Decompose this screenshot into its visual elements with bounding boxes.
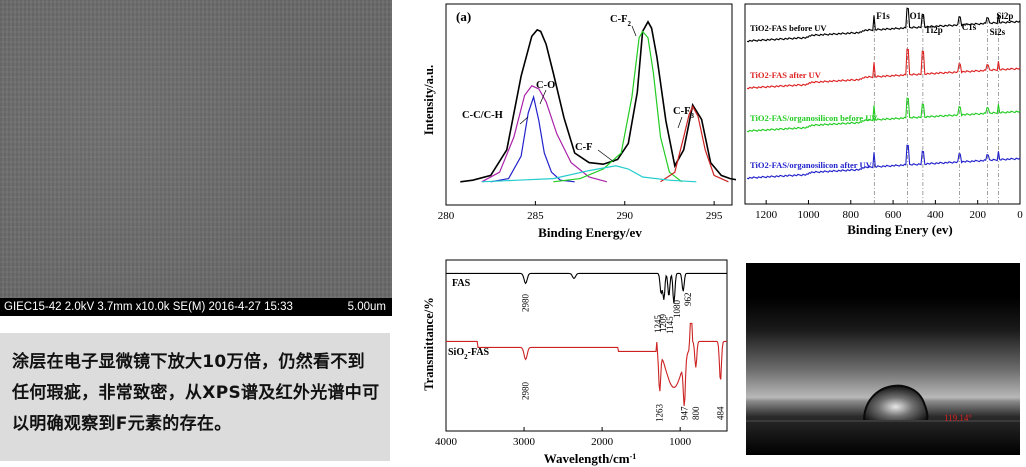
- series-group: [460, 20, 736, 183]
- peak-label: F1s: [876, 11, 890, 21]
- sem-info-text: GIEC15-42 2.0kV 3.7mm x10.0k SE(M) 2016-…: [4, 301, 293, 313]
- x-axis-label: Binding Enery (ev): [847, 222, 952, 237]
- water-droplet: [862, 384, 929, 422]
- x-ticks: 4000 3000 2000 1000: [435, 427, 692, 448]
- sem-scale-label: 5.00um: [347, 301, 386, 313]
- annotation-cc: C-C/C-H: [462, 110, 503, 121]
- x-axis-label: Wavelength/cm-1: [544, 451, 637, 466]
- peak-label: O1s: [910, 11, 926, 21]
- series-line: [446, 272, 727, 304]
- x-tick-label: 285: [527, 210, 544, 222]
- peak-label: 1080: [672, 300, 682, 319]
- peak-label: Ti2p: [925, 25, 943, 35]
- x-tick-label: 600: [885, 209, 902, 221]
- peak-label: 1209: [658, 314, 668, 333]
- annotation-leader: [597, 149, 615, 163]
- annotation-cf: C-F: [575, 142, 593, 153]
- y-axis-label: Intensity/a.u.: [422, 65, 436, 135]
- series-line: [481, 85, 608, 183]
- annotation-leader: [677, 116, 683, 129]
- x-tick-label: 400: [927, 209, 944, 221]
- droplet-image: 119.14°: [746, 384, 1020, 423]
- series-group: TiO2-FAS before UV TiO2-FAS after UV TiO2-…: [746, 7, 1021, 180]
- x-tick-label: 800: [843, 209, 860, 221]
- caption-text: 涂层在电子显微镜下放大10万倍，仍然看不到任何瑕疵，非常致密，从XPS谱及红外光…: [12, 352, 380, 434]
- sem-image: GIEC15-42 2.0kV 3.7mm x10.0k SE(M) 2016-…: [0, 0, 392, 316]
- contact-angle-value: 119.14°: [944, 413, 972, 423]
- peak-label: 1263: [655, 404, 665, 423]
- peak-label: 1245: [653, 315, 663, 334]
- x-tick-label: 200: [969, 209, 986, 221]
- plot-frame: [445, 259, 728, 432]
- series-line: [746, 97, 1021, 133]
- ftir-chart: 4000 3000 2000 1000 2980 1245120911451080962…: [422, 259, 728, 466]
- x-ticks: 1200 1000 800 600 400 200 0: [755, 200, 1023, 221]
- x-tick-label: 2000: [591, 436, 614, 448]
- panel-label: (a): [456, 9, 471, 24]
- sem-texture: [0, 0, 392, 316]
- peak-label: 2980: [521, 294, 531, 313]
- x-tick-label: 295: [706, 210, 723, 222]
- annotation-leader: [539, 89, 547, 105]
- peak-labels: F1s O1s Ti2p C1s Si2s Si2p: [876, 11, 1013, 37]
- xps-c1s-chart: (a) 280 285 290 295 Binding Energy/ev Inten…: [422, 3, 736, 240]
- x-axis-label: Binding Energy/ev: [538, 225, 642, 240]
- peak-guide-lines: [873, 20, 999, 204]
- peak-label: 962: [683, 293, 693, 307]
- sem-info-bar: GIEC15-42 2.0kV 3.7mm x10.0k SE(M) 2016-…: [0, 298, 392, 316]
- plot-frame: [744, 3, 1021, 205]
- series-group: [446, 272, 727, 406]
- peak-label: C1s: [962, 22, 977, 32]
- series-line: [460, 20, 736, 183]
- surface-line: [746, 420, 1020, 422]
- peak-label: 484: [715, 406, 725, 420]
- series-label-fas: FAS: [452, 278, 471, 289]
- series-line: [746, 144, 1021, 180]
- annotation-cf3: C-F3: [673, 106, 695, 120]
- x-tick-label: 0: [1017, 209, 1023, 221]
- annotation-leader: [631, 25, 637, 37]
- series-label: TiO2-FAS/organosilicon after UV: [750, 160, 873, 170]
- series-line: [490, 94, 575, 183]
- peak-label: Si2p: [996, 11, 1013, 21]
- series-label-sio2-fas: SiO2-FAS: [448, 347, 490, 361]
- contact-angle-photo: 119.14°: [746, 263, 1020, 455]
- peak-label: 800: [691, 406, 701, 420]
- series-line: [553, 30, 683, 183]
- peak-label: 2980: [521, 382, 531, 401]
- x-tick-label: 3000: [513, 436, 536, 448]
- series-line: [746, 7, 1021, 43]
- x-tick-label: 1000: [669, 436, 692, 448]
- x-tick-label: 1200: [755, 209, 778, 221]
- peak-label: 1145: [665, 316, 675, 334]
- series-line: [660, 105, 729, 183]
- series-line: [481, 165, 697, 183]
- series-line: [446, 322, 727, 406]
- peak-label: 947: [679, 406, 689, 420]
- x-tick-label: 280: [438, 210, 455, 222]
- series-line: [746, 48, 1021, 90]
- series-label: TiO2-FAS before UV: [750, 23, 827, 33]
- series-label: TiO2-FAS/organosilicon before UV: [750, 113, 878, 123]
- annotation-cf2: C-F2: [610, 14, 632, 28]
- x-tick-label: 4000: [435, 436, 458, 448]
- x-tick-label: 290: [617, 210, 634, 222]
- annotation-co: C-O: [536, 80, 555, 91]
- x-tick-label: 1000: [797, 209, 820, 221]
- annotation-leader: [519, 116, 529, 125]
- plot-frame: [445, 3, 733, 206]
- series-label: TiO2-FAS after UV: [750, 70, 822, 80]
- x-ticks: 280 285 290 295: [438, 201, 723, 222]
- peak-label: Si2s: [990, 27, 1006, 37]
- y-axis-label: Transmittance/%: [422, 297, 436, 391]
- caption-box: 涂层在电子显微镜下放大10万倍，仍然看不到任何瑕疵，非常致密，从XPS谱及红外光…: [0, 333, 390, 461]
- xps-survey-chart: TiO2-FAS before UV TiO2-FAS after UV TiO2-…: [744, 3, 1023, 237]
